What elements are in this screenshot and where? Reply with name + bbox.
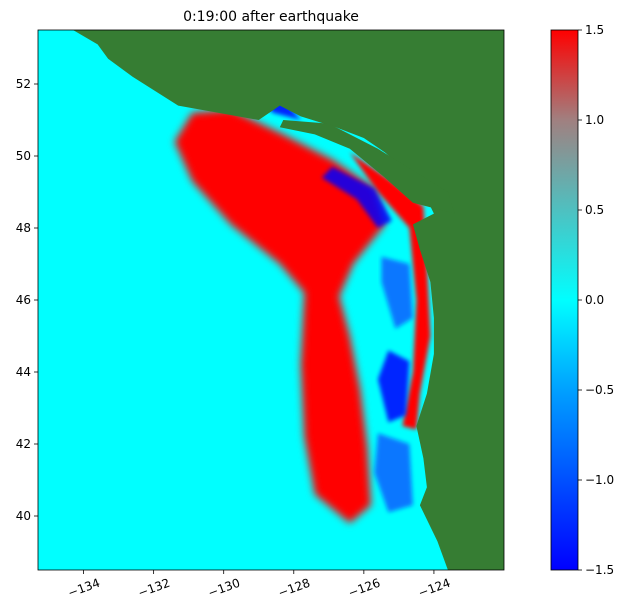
coastal-crest xyxy=(349,152,431,430)
x-axis: −134 −132 −130 −128 −126 −124 xyxy=(66,570,452,600)
colorbar-tick-label: 0.0 xyxy=(585,293,604,307)
colorbar-tick-label: 1.0 xyxy=(585,113,604,127)
colorbar-tick-label: −1.0 xyxy=(585,473,614,487)
x-tick-label: −134 xyxy=(66,576,102,600)
colorbar-axis: −1.5 −1.0 −0.5 0.0 0.5 1.0 1.5 xyxy=(578,23,614,577)
colorbar xyxy=(550,29,579,571)
land-layer xyxy=(73,30,504,570)
y-axis: 40 42 44 46 48 50 52 xyxy=(16,77,38,523)
y-tick-label: 50 xyxy=(16,149,31,163)
colorbar-tick-label: 1.5 xyxy=(585,23,604,37)
colorbar-tick-label: 0.5 xyxy=(585,203,604,217)
x-tick-label: −124 xyxy=(416,576,452,600)
wave-crest-band xyxy=(174,109,385,524)
land-island xyxy=(279,120,455,214)
land-mainland xyxy=(73,30,504,570)
chart-title: 0:19:00 after earthquake xyxy=(183,9,359,25)
x-tick-label: −132 xyxy=(136,576,172,600)
colorbar-tick-label: −1.5 xyxy=(585,563,614,577)
y-tick-label: 42 xyxy=(16,437,31,451)
x-tick-label: −126 xyxy=(346,576,382,600)
colorbar-tick-label: −0.5 xyxy=(585,383,614,397)
wave-trough xyxy=(377,350,410,423)
wave-trough xyxy=(374,433,413,513)
x-tick-label: −128 xyxy=(276,576,312,600)
plot-area xyxy=(38,30,504,570)
y-tick-label: 48 xyxy=(16,221,31,235)
y-tick-label: 46 xyxy=(16,293,31,307)
y-tick-label: 52 xyxy=(16,77,31,91)
x-tick-label: −130 xyxy=(206,576,242,600)
y-tick-label: 44 xyxy=(16,365,31,379)
wave-trough xyxy=(321,166,392,228)
y-tick-label: 40 xyxy=(16,509,31,523)
wave-trough xyxy=(381,256,413,329)
